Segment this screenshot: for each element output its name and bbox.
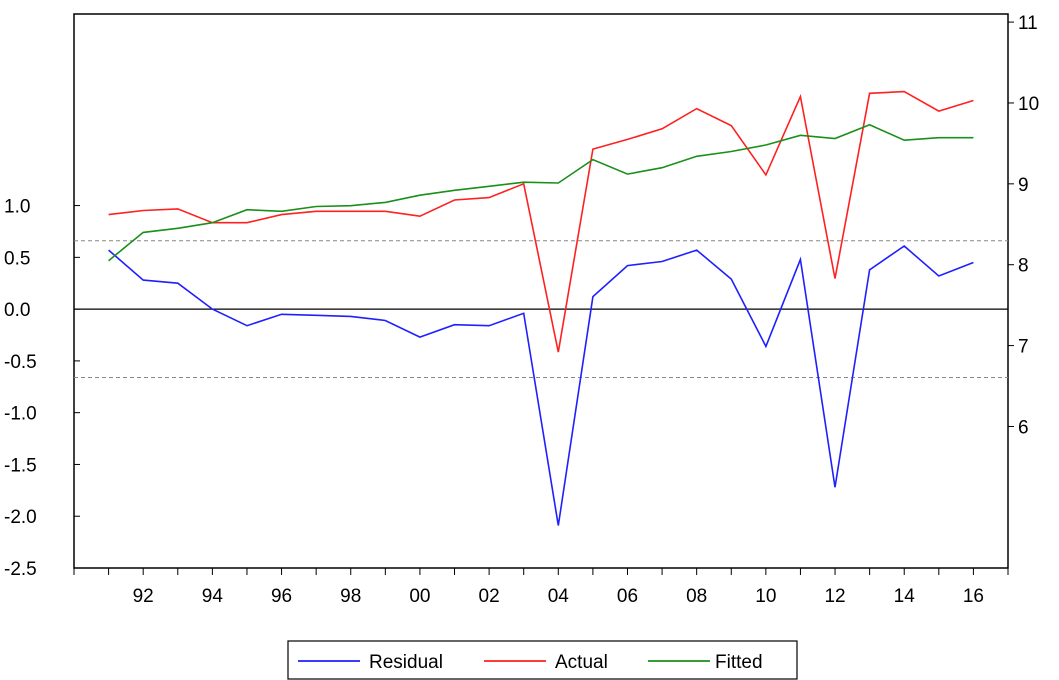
legend-box: [287, 640, 798, 680]
left-tick-label: 0.5: [4, 248, 30, 269]
left-tick-label: -1.5: [4, 455, 37, 476]
left-y-axis: 1.0 0.5 0.0 -0.5 -1.0 -1.5 -2.0 -2.5: [4, 197, 80, 580]
series-lines: [108, 90, 974, 526]
x-tick-label: 92: [133, 586, 154, 607]
x-axis: 92 94 96 98 00 02 04 06 08 10 12 14 16: [73, 568, 1009, 607]
right-y-axis: 11 10 9 8 7 6: [1008, 13, 1039, 438]
x-tick-label: 94: [202, 586, 224, 607]
left-tick-label: 1.0: [4, 197, 30, 218]
right-tick-label: 6: [1018, 417, 1029, 438]
x-tick-label: 16: [963, 586, 984, 607]
legend-label-residual: Residual: [369, 652, 443, 673]
legend-label-fitted: Fitted: [715, 652, 763, 673]
x-tick-label: 04: [548, 586, 570, 607]
x-tick-label: 06: [617, 586, 638, 607]
left-tick-label: 0.0: [4, 300, 30, 321]
x-tick-label: 10: [755, 586, 776, 607]
left-tick-label: -0.5: [4, 352, 37, 373]
right-tick-label: 10: [1018, 94, 1039, 115]
x-tick-label: 02: [479, 586, 500, 607]
right-tick-label: 8: [1018, 256, 1029, 277]
x-tick-label: 98: [340, 586, 361, 607]
series-line-residual: [108, 244, 974, 526]
legend-label-actual: Actual: [555, 652, 608, 673]
right-tick-label: 11: [1018, 13, 1038, 34]
left-tick-label: -2.5: [4, 559, 37, 580]
x-tick-label: 12: [824, 586, 845, 607]
x-tick-label: 96: [271, 586, 292, 607]
series-line-fitted: [108, 123, 974, 262]
series-line-actual: [108, 90, 974, 353]
left-tick-label: -1.0: [4, 404, 37, 425]
x-tick-label: 14: [894, 586, 916, 607]
legend: Residual Actual Fitted: [287, 640, 798, 680]
x-tick-label: 08: [686, 586, 707, 607]
plot-frame: [73, 13, 1009, 569]
right-tick-label: 9: [1018, 175, 1029, 196]
right-tick-label: 7: [1018, 337, 1029, 358]
x-tick-label: 00: [409, 586, 430, 607]
left-tick-label: -2.0: [4, 507, 37, 528]
